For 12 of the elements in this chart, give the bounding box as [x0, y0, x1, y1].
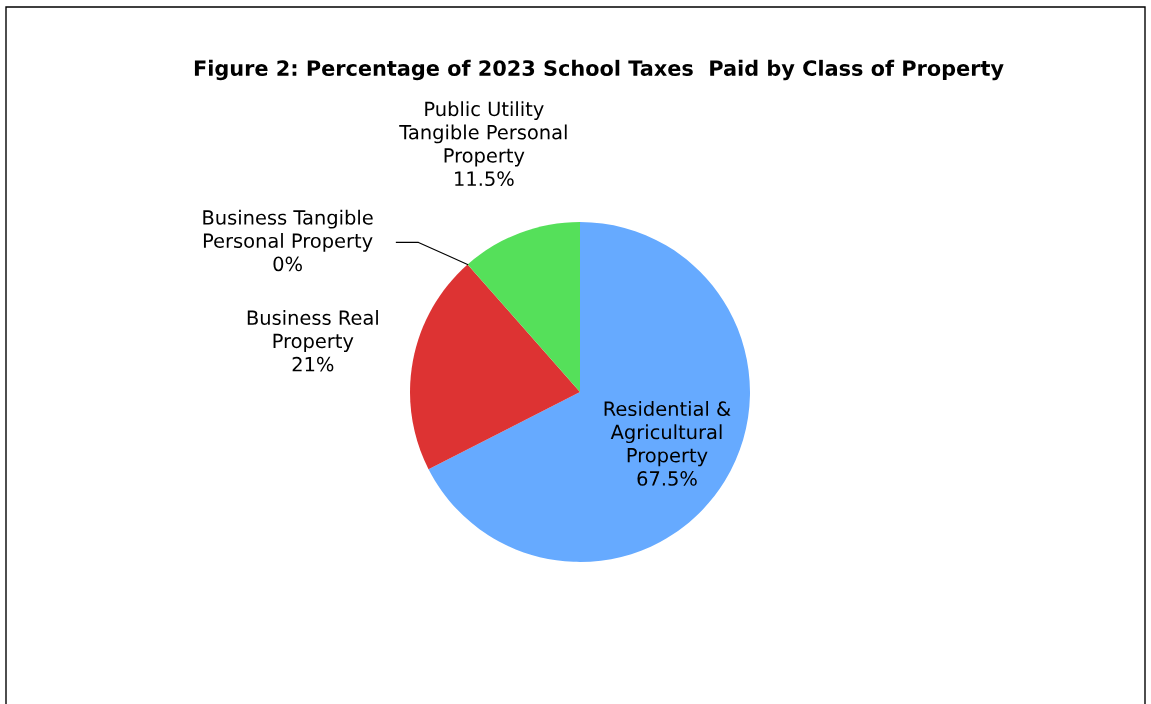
data-label: 67.5% — [637, 471, 697, 486]
slice-label: Residential & Agricultural Property — [604, 401, 731, 467]
slice-label: Public Utility Tangible Personal Property — [399, 101, 567, 167]
chart-title: Figure 2: Percentage of 2023 School Taxes Paid by Class of Property — [194, 59, 1004, 81]
pie-slice — [467, 222, 580, 392]
pie-slice — [428, 222, 750, 562]
data-label: 21% — [292, 356, 334, 372]
pie-slice — [410, 264, 580, 470]
data-label: 11.5% — [455, 171, 514, 187]
text: 0% — [273, 256, 302, 272]
category-label: Business Tangible Personal Property — [203, 209, 373, 252]
slice-label: Business Real Property — [247, 309, 378, 353]
